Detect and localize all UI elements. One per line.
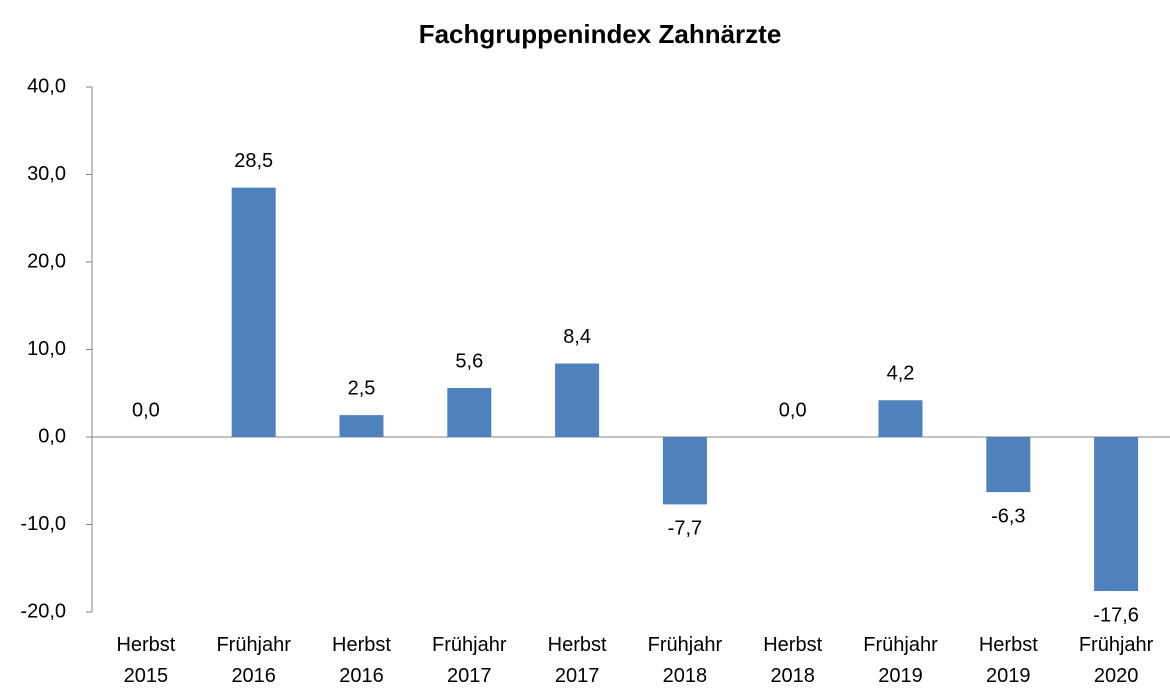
value-label: -6,3 bbox=[991, 505, 1025, 527]
x-tick-label: Frühjahr 2016 bbox=[216, 634, 291, 687]
bar bbox=[231, 187, 276, 437]
bar bbox=[1094, 437, 1139, 591]
x-tick-label: Frühjahr 2018 bbox=[647, 634, 723, 687]
x-tick-label: Frühjahr 2019 bbox=[863, 634, 938, 687]
y-tick-label: -20,0 bbox=[20, 600, 66, 622]
x-tick-label: Frühjahr 2020 bbox=[1078, 634, 1154, 687]
value-label: -17,6 bbox=[1093, 604, 1139, 626]
bar bbox=[447, 388, 492, 437]
bar bbox=[662, 437, 707, 505]
y-tick-label: 10,0 bbox=[27, 338, 66, 360]
bar bbox=[878, 400, 923, 437]
x-tick-label: Frühjahr 2017 bbox=[432, 634, 507, 687]
value-label: 28,5 bbox=[234, 150, 273, 172]
y-tick-label: 0,0 bbox=[38, 425, 66, 447]
value-label: 2,5 bbox=[348, 377, 376, 399]
value-label: 5,6 bbox=[455, 350, 483, 372]
y-tick-label: -10,0 bbox=[20, 513, 66, 535]
value-label: 8,4 bbox=[563, 326, 591, 348]
y-tick-label: 40,0 bbox=[27, 75, 66, 97]
y-tick-label: 20,0 bbox=[27, 250, 66, 272]
value-label: -7,7 bbox=[668, 518, 702, 540]
y-tick-label: 30,0 bbox=[27, 163, 66, 185]
x-tick-label: Herbst 2019 bbox=[978, 634, 1038, 687]
x-tick-label: Herbst 2018 bbox=[763, 634, 823, 687]
bar bbox=[986, 437, 1031, 493]
value-label: 0,0 bbox=[779, 399, 807, 421]
bar bbox=[339, 415, 384, 437]
value-label: 4,2 bbox=[887, 363, 915, 385]
x-tick-label: Herbst 2017 bbox=[547, 634, 607, 687]
x-tick-label: Herbst 2015 bbox=[116, 634, 176, 687]
x-tick-label: Herbst 2016 bbox=[332, 634, 391, 687]
bar bbox=[555, 363, 600, 437]
chart-title: Fachgruppenindex Zahnärzte bbox=[419, 19, 782, 49]
value-label: 0,0 bbox=[132, 399, 160, 421]
